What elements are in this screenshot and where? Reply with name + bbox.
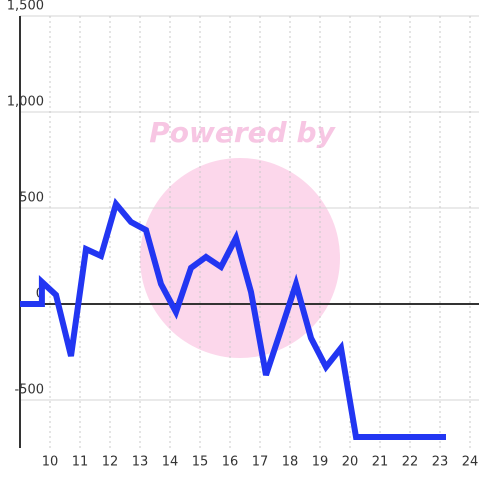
x-tick-label: 10: [42, 455, 59, 470]
y-tick-label: 1,500: [7, 0, 44, 14]
x-tick-label: 15: [192, 455, 209, 470]
x-tick-label: 23: [432, 455, 449, 470]
x-tick-label: 24: [462, 455, 479, 470]
y-tick-label: 500: [19, 191, 44, 206]
x-tick-label: 12: [102, 455, 119, 470]
x-tick-label: 21: [372, 455, 389, 470]
x-tick-label: 20: [342, 455, 359, 470]
x-tick-label: 11: [72, 455, 89, 470]
x-tick-label: 17: [252, 455, 269, 470]
y-tick-label: -500: [14, 383, 44, 398]
y-tick-label: 1,000: [7, 95, 44, 110]
x-tick-label: 14: [162, 455, 179, 470]
x-tick-label: 22: [402, 455, 419, 470]
watermark-text: Powered by: [149, 116, 336, 149]
x-tick-label: 18: [282, 455, 299, 470]
x-tick-label: 16: [222, 455, 239, 470]
line-series: [20, 197, 446, 441]
x-tick-label: 13: [132, 455, 149, 470]
x-tick-label: 19: [312, 455, 329, 470]
